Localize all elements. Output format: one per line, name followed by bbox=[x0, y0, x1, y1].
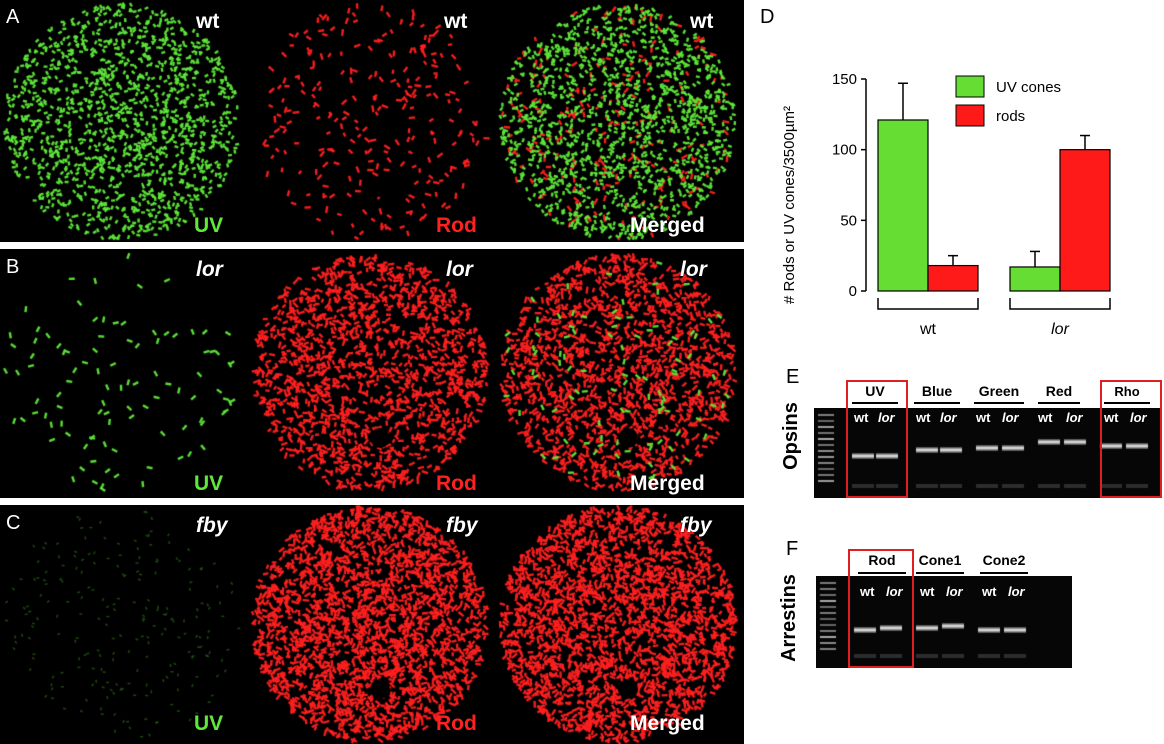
gel-group-label: Red bbox=[1036, 383, 1082, 399]
group-underline bbox=[914, 402, 960, 404]
category-bracket bbox=[878, 298, 978, 309]
y-tick-label: 0 bbox=[849, 283, 857, 300]
genotype-label: lor bbox=[680, 258, 707, 282]
bar-rods-lor bbox=[1060, 150, 1110, 291]
lane-label: wt bbox=[1038, 410, 1052, 425]
y-tick-label: 150 bbox=[832, 71, 857, 88]
channel-label-rod: Rod bbox=[436, 712, 477, 736]
genotype-label: fby bbox=[196, 514, 228, 538]
x-tick-label: lor bbox=[1051, 321, 1069, 338]
channel-label-rod: Rod bbox=[436, 214, 477, 238]
genotype-label: lor bbox=[446, 258, 473, 282]
channel-label-merged: Merged bbox=[630, 214, 705, 238]
panel-letter-a: A bbox=[6, 6, 19, 29]
legend-label: UV cones bbox=[996, 79, 1061, 96]
genotype-label: lor bbox=[196, 258, 223, 282]
lane-label: wt bbox=[920, 584, 934, 599]
lane-label: lor bbox=[940, 410, 957, 425]
group-underline bbox=[916, 572, 964, 574]
bar-uv-cones-lor bbox=[1010, 267, 1060, 291]
gel-group-label: Cone1 bbox=[912, 552, 968, 568]
y-axis-label: # Rods or UV cones/3500µm² bbox=[781, 106, 798, 304]
highlight-box-rho bbox=[1100, 380, 1162, 498]
micrograph-canvas bbox=[0, 0, 744, 744]
gel-group-label: Cone2 bbox=[976, 552, 1032, 568]
lane-label: lor bbox=[946, 584, 963, 599]
group-underline bbox=[974, 402, 1024, 404]
lane-label: lor bbox=[1066, 410, 1083, 425]
gel-group-label: Blue bbox=[914, 383, 960, 399]
lane-label: lor bbox=[1002, 410, 1019, 425]
genotype-label: wt bbox=[690, 10, 713, 34]
panel-letter-c: C bbox=[6, 512, 20, 535]
y-tick-label: 50 bbox=[840, 212, 857, 229]
highlight-box-rod bbox=[848, 549, 914, 668]
bar-uv-cones-wt bbox=[878, 120, 928, 291]
bar-chart: 0 50 100 150 # Rods or UV cones/3500µm² wt lor… bbox=[760, 0, 1164, 340]
gel-side-label: Arrestins bbox=[778, 538, 802, 698]
lane-label: wt bbox=[916, 410, 930, 425]
lane-label: lor bbox=[1008, 584, 1025, 599]
row-separator bbox=[0, 242, 744, 249]
group-underline bbox=[980, 572, 1028, 574]
y-tick-label: 100 bbox=[832, 142, 857, 159]
highlight-box-uv bbox=[846, 380, 908, 498]
genotype-label: fby bbox=[680, 514, 712, 538]
panel-letter-b: B bbox=[6, 256, 19, 279]
micrograph-grid bbox=[0, 0, 744, 744]
bar-rods-wt bbox=[928, 266, 978, 291]
lane-label: wt bbox=[976, 410, 990, 425]
group-underline bbox=[1038, 402, 1080, 404]
channel-label-merged: Merged bbox=[630, 712, 705, 736]
legend-swatch bbox=[956, 76, 984, 97]
channel-label-uv: UV bbox=[194, 712, 223, 736]
gel-side-label: Opsins bbox=[780, 366, 804, 506]
genotype-label: wt bbox=[196, 10, 219, 34]
lane-label: wt bbox=[982, 584, 996, 599]
gel-group-label: Green bbox=[972, 383, 1026, 399]
channel-label-merged: Merged bbox=[630, 472, 705, 496]
row-separator bbox=[0, 498, 744, 505]
x-tick-label: wt bbox=[919, 321, 937, 338]
channel-label-uv: UV bbox=[194, 472, 223, 496]
channel-label-rod: Rod bbox=[436, 472, 477, 496]
legend-swatch bbox=[956, 105, 984, 126]
genotype-label: wt bbox=[444, 10, 467, 34]
category-bracket bbox=[1010, 298, 1110, 309]
channel-label-uv: UV bbox=[194, 214, 223, 238]
legend-label: rods bbox=[996, 108, 1025, 125]
genotype-label: fby bbox=[446, 514, 478, 538]
